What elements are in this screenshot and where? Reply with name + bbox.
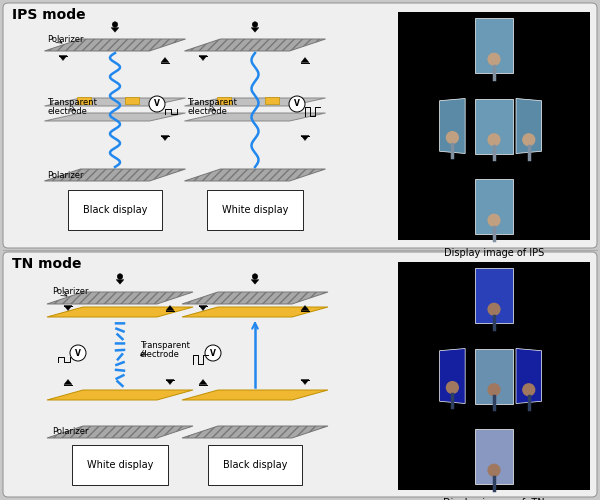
Circle shape: [70, 345, 86, 361]
Circle shape: [487, 214, 500, 227]
Polygon shape: [440, 348, 465, 404]
Circle shape: [487, 133, 500, 146]
Text: Transparent
electrode: Transparent electrode: [187, 98, 237, 116]
Circle shape: [487, 302, 500, 316]
Bar: [265, 97, 279, 104]
Polygon shape: [64, 380, 72, 384]
Text: Polarizer: Polarizer: [52, 288, 89, 296]
Bar: [77, 97, 91, 104]
Polygon shape: [47, 390, 193, 400]
Text: Transparent
electrode: Transparent electrode: [47, 98, 97, 116]
Polygon shape: [111, 28, 119, 32]
Text: White display: White display: [87, 460, 153, 470]
Text: Polarizer: Polarizer: [47, 170, 83, 179]
Bar: [398, 262, 590, 490]
Polygon shape: [475, 268, 513, 323]
Polygon shape: [44, 113, 185, 121]
Text: Polarizer: Polarizer: [52, 428, 89, 436]
Polygon shape: [516, 348, 542, 404]
Polygon shape: [44, 39, 185, 51]
Circle shape: [117, 274, 123, 280]
Bar: [217, 97, 231, 104]
Polygon shape: [199, 56, 207, 60]
Circle shape: [252, 22, 258, 28]
Polygon shape: [64, 306, 72, 310]
Circle shape: [446, 131, 459, 144]
Text: White display: White display: [222, 205, 288, 215]
Polygon shape: [301, 136, 309, 140]
Polygon shape: [47, 292, 193, 304]
Polygon shape: [199, 380, 207, 384]
Polygon shape: [166, 306, 174, 310]
Bar: [125, 97, 139, 104]
Polygon shape: [182, 292, 328, 304]
FancyBboxPatch shape: [3, 252, 597, 497]
Circle shape: [289, 96, 305, 112]
Polygon shape: [475, 348, 513, 404]
Text: IPS mode: IPS mode: [12, 8, 86, 22]
Polygon shape: [182, 426, 328, 438]
Polygon shape: [185, 113, 325, 121]
Polygon shape: [251, 28, 259, 32]
Polygon shape: [185, 39, 325, 51]
Polygon shape: [301, 58, 309, 62]
Polygon shape: [161, 136, 169, 140]
Text: V: V: [294, 100, 300, 108]
FancyBboxPatch shape: [3, 3, 597, 248]
Polygon shape: [199, 306, 207, 310]
Text: Polarizer: Polarizer: [47, 36, 83, 44]
Polygon shape: [185, 98, 325, 106]
Polygon shape: [59, 56, 67, 60]
Circle shape: [487, 464, 500, 477]
Circle shape: [252, 274, 258, 280]
Text: Display image of  TN: Display image of TN: [443, 498, 545, 500]
Circle shape: [522, 383, 535, 396]
Polygon shape: [116, 280, 124, 284]
Circle shape: [522, 133, 535, 146]
Polygon shape: [44, 98, 185, 106]
Text: Black display: Black display: [223, 460, 287, 470]
Polygon shape: [440, 98, 465, 154]
Polygon shape: [475, 179, 513, 234]
Circle shape: [112, 22, 118, 28]
Polygon shape: [47, 426, 193, 438]
Text: Transparent
electrode: Transparent electrode: [140, 340, 190, 359]
Polygon shape: [251, 280, 259, 284]
Polygon shape: [475, 98, 513, 154]
Polygon shape: [516, 98, 542, 154]
Text: V: V: [154, 100, 160, 108]
Bar: [398, 12, 590, 240]
Polygon shape: [182, 390, 328, 400]
Polygon shape: [475, 18, 513, 73]
Circle shape: [487, 52, 500, 66]
Circle shape: [149, 96, 165, 112]
Polygon shape: [161, 58, 169, 62]
Text: Display image of IPS: Display image of IPS: [444, 248, 544, 258]
Polygon shape: [44, 169, 185, 181]
Polygon shape: [301, 380, 309, 384]
Polygon shape: [166, 380, 174, 384]
Polygon shape: [301, 306, 309, 310]
Text: V: V: [210, 348, 216, 358]
Text: Black display: Black display: [83, 205, 147, 215]
Polygon shape: [47, 307, 193, 317]
Text: TN mode: TN mode: [12, 257, 82, 271]
Circle shape: [487, 383, 500, 396]
Text: V: V: [75, 348, 81, 358]
Circle shape: [205, 345, 221, 361]
Polygon shape: [475, 429, 513, 484]
Circle shape: [446, 381, 459, 394]
Polygon shape: [182, 307, 328, 317]
Polygon shape: [185, 169, 325, 181]
